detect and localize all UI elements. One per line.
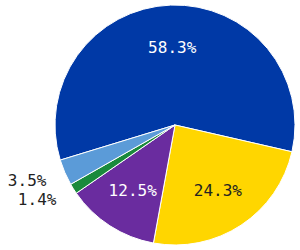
data-label: 1.4%: [18, 190, 57, 209]
chart: 58.3% 24.3% 12.5% 1.4%3.5%: [0, 0, 300, 250]
data-label: 58.3%: [148, 38, 197, 57]
data-label: 24.3%: [194, 181, 243, 200]
labels: 58.3% 24.3% 12.5% 1.4%3.5%: [8, 38, 242, 209]
data-label: 3.5%: [8, 171, 47, 190]
data-label: 12.5%: [109, 181, 158, 200]
slice: [153, 125, 292, 245]
pie-chart: 58.3% 24.3% 12.5% 1.4%3.5%: [0, 0, 300, 250]
slices: [55, 5, 295, 245]
slice: [60, 125, 175, 184]
